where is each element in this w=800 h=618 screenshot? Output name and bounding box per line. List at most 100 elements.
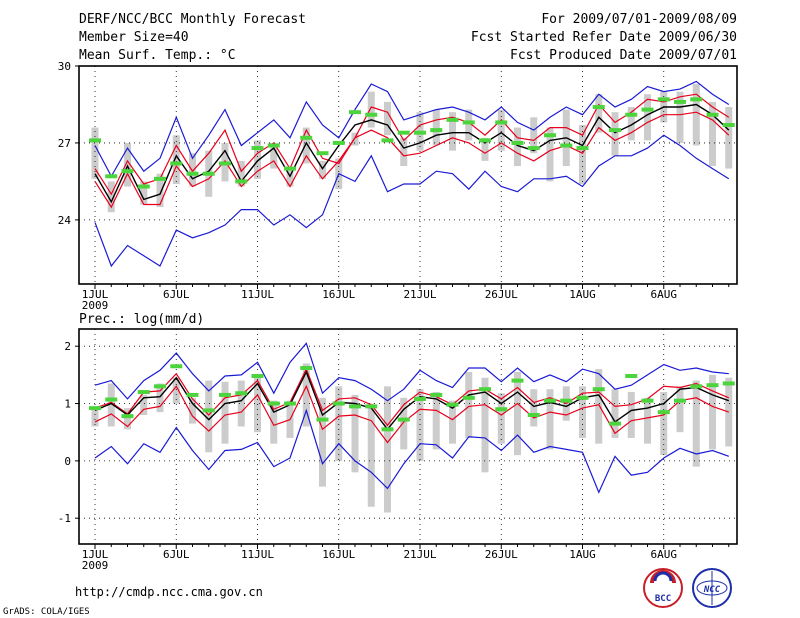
- precipitation-observed-marker: [121, 414, 134, 419]
- temperature-spread-bar: [692, 83, 700, 146]
- precipitation-lower-line: [94, 384, 729, 444]
- temperature-spread-bar: [676, 91, 684, 143]
- temperature-observed-marker: [430, 128, 443, 133]
- precipitation-observed-marker: [170, 364, 183, 369]
- temperature-observed-marker: [137, 184, 150, 189]
- precipitation-spread-bar: [400, 397, 408, 450]
- precipitation-observed-marker: [219, 392, 231, 397]
- panel1-variable-label: Mean Surf. Temp.: °C: [79, 48, 236, 63]
- temperature-observed-marker: [349, 110, 361, 115]
- temperature-observed-marker: [316, 151, 329, 156]
- temperature-observed-marker: [641, 107, 654, 112]
- precipitation-observed-marker: [397, 417, 410, 422]
- precipitation-observed-marker: [430, 392, 443, 397]
- forecast-start-date: Fcst Started Refer Date 2009/06/30: [471, 30, 737, 45]
- precipitation-spread-bar: [611, 389, 619, 438]
- panel2-variable-label: Prec.: log(mm/d): [79, 312, 204, 327]
- temperature-spread-bar: [546, 127, 554, 182]
- precipitation-spread-bar: [140, 394, 148, 415]
- precipitation-observed-marker: [690, 384, 703, 389]
- temperature-observed-marker: [121, 169, 134, 174]
- precipitation-spread-bar: [156, 383, 164, 413]
- precipitation-mean-line: [94, 370, 730, 431]
- temperature-spread-bar: [497, 109, 505, 151]
- precipitation-spread-bar: [644, 397, 651, 444]
- precipitation-x-tick-label: 11JUL: [241, 548, 274, 561]
- precipitation-plot-frame: [78, 328, 738, 545]
- temperature-observed-marker: [576, 146, 589, 151]
- temperature-observed-marker: [479, 138, 491, 143]
- precipitation-gridlines: [79, 329, 737, 544]
- temperature-spread-bar: [172, 135, 180, 184]
- precipitation-y-tick-label: 0: [64, 455, 71, 468]
- precipitation-spread-bar: [189, 397, 196, 424]
- temperature-x-tick-label: 21JUL: [403, 288, 436, 301]
- temperature-observed-marker: [560, 143, 573, 148]
- temperature-spread-bar: [302, 127, 310, 164]
- precipitation-upper-line: [94, 367, 730, 427]
- precipitation-spread-bars: [91, 363, 733, 513]
- temperature-x-tick-label: 11JUL: [241, 288, 274, 301]
- temperature-observed-marker: [170, 161, 183, 166]
- temperature-observed-marker: [332, 140, 345, 145]
- precipitation-observed-marker: [365, 404, 378, 409]
- temperature-spread-bar: [270, 142, 278, 169]
- precipitation-observed-marker: [446, 402, 459, 407]
- temperature-spread-bar: [514, 127, 521, 167]
- precipitation-observed-marker: [137, 390, 150, 395]
- temperature-spread-bar: [709, 101, 716, 167]
- precipitation-spread-bar: [709, 374, 716, 450]
- temperature-spread-bar: [530, 117, 538, 154]
- temperature-observed-marker: [154, 176, 166, 181]
- precipitation-observed-marker: [381, 427, 394, 432]
- temperature-observed-marker: [511, 140, 524, 145]
- precipitation-observed-marker: [154, 384, 166, 389]
- temperature-observed-marker: [544, 133, 556, 138]
- temperature-spread-bar: [140, 181, 148, 205]
- temperature-spread-bar: [449, 112, 456, 151]
- temperature-mean-line: [94, 103, 730, 204]
- precipitation-spread-bar: [319, 397, 326, 487]
- precipitation-spread-bar: [497, 393, 505, 444]
- precipitation-observed-marker: [544, 398, 556, 403]
- temperature-spread-bar: [237, 160, 245, 187]
- temperature-observed-marker: [381, 138, 394, 143]
- precipitation-spread-bar: [579, 386, 586, 438]
- precipitation-observed-marker: [641, 398, 654, 403]
- temperature-spread-bar: [156, 173, 164, 208]
- precipitation-y-tick-label: -1: [58, 512, 71, 525]
- temperature-spread-bar: [351, 132, 359, 146]
- temperature-observed-marker: [397, 130, 410, 135]
- temperature-observed-marker: [186, 171, 199, 176]
- precipitation-observed-marker: [592, 387, 605, 392]
- temperature-x-tick-label: 26JUL: [485, 288, 518, 301]
- temperature-observed-marker: [690, 97, 703, 102]
- precipitation-spread-bar: [302, 363, 310, 427]
- temperature-min-line: [94, 134, 730, 268]
- precipitation-y-tick-label: 1: [64, 398, 71, 411]
- precipitation-spread-bar: [351, 394, 359, 473]
- temperature-max-line: [94, 80, 730, 178]
- precipitation-spread-bar: [530, 389, 538, 427]
- temperature-spread-bar: [367, 91, 375, 128]
- grads-credit: GrADS: COLA/IGES: [3, 607, 90, 617]
- precipitation-spread-bar: [270, 400, 278, 444]
- temperature-observed-marker: [446, 117, 459, 122]
- temperature-x-tick-label: 1JUL: [82, 288, 109, 301]
- precipitation-spread-bar: [595, 369, 603, 444]
- precipitation-min-line: [94, 408, 730, 494]
- temperature-axes: 24 27 30 1JUL 6JUL 11JUL 16JUL 21JUL 26JUL 1AUG 6A…: [58, 60, 730, 312]
- temperature-spread-bar: [384, 101, 391, 136]
- precipitation-observed-marker: [722, 381, 735, 386]
- bcc-logo-text: BCC: [655, 594, 671, 604]
- precipitation-observed-marker: [300, 365, 313, 370]
- precipitation-observed-marker: [527, 413, 540, 417]
- precipitation-spread-bar: [416, 389, 424, 461]
- precipitation-observed-marker: [105, 397, 118, 402]
- temperature-observed-marker: [592, 105, 605, 110]
- precipitation-observed-marker: [251, 374, 264, 379]
- precipitation-x-tick-label: 6JUL: [163, 548, 190, 561]
- temperature-y-tick-label: 24: [58, 214, 72, 227]
